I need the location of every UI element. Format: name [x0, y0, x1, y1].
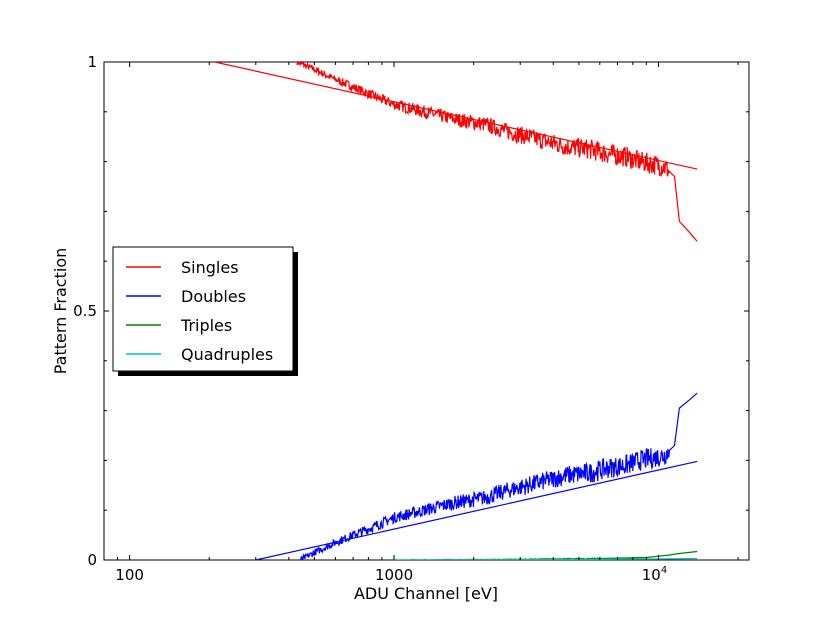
x-tick-label: 1000 — [375, 566, 413, 584]
x-tick-label: 100 — [115, 566, 144, 584]
legend-label: Quadruples — [181, 345, 273, 364]
legend-label: Triples — [180, 316, 232, 335]
series-line — [393, 557, 698, 560]
x-tick-exponent: 4 — [661, 565, 667, 576]
x-axis-label: ADU Channel [eV] — [354, 584, 498, 603]
series-line — [299, 392, 698, 560]
series-line — [255, 460, 698, 560]
plot-area — [214, 62, 698, 560]
y-tick-label: 0.5 — [73, 302, 97, 320]
y-axis-label: Pattern Fraction — [51, 248, 70, 375]
series-line — [214, 62, 698, 170]
legend-label: Singles — [181, 258, 239, 277]
series-line — [296, 62, 698, 242]
legend: Singles Doubles Triples Quadruples — [112, 246, 298, 376]
legend-label: Doubles — [181, 287, 246, 306]
axis-ticks: 100 1000 104 0 0.5 1 — [73, 53, 749, 584]
x-tick-label: 104 — [642, 565, 667, 584]
y-tick-label: 1 — [87, 53, 97, 71]
y-tick-label: 0 — [87, 551, 97, 569]
